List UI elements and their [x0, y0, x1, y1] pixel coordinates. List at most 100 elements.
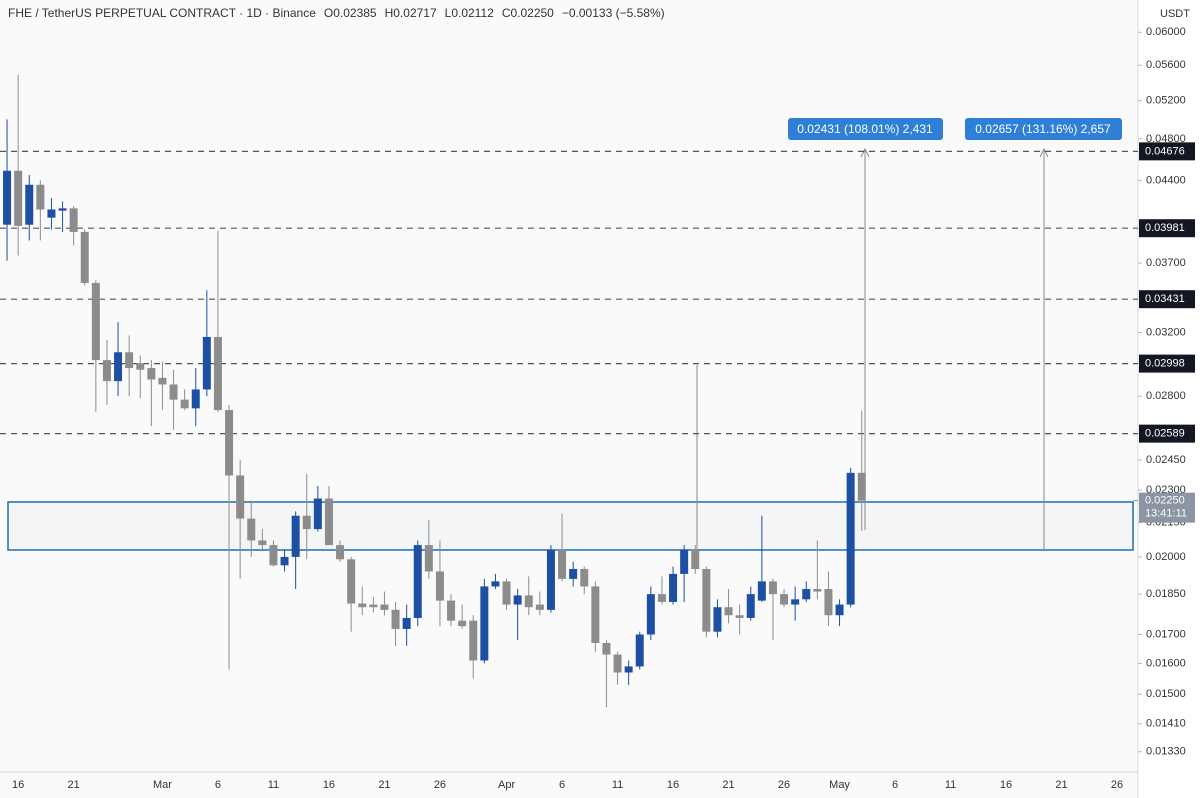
candle-body [735, 615, 744, 618]
candle-body [435, 571, 444, 601]
candle-body [646, 594, 655, 635]
candle-body [14, 170, 23, 226]
level-label: 0.02589 [1145, 428, 1185, 440]
level-label: 0.03431 [1145, 293, 1185, 305]
symbol-title: FHE / TetherUS PERPETUAL CONTRACT · 1D ·… [8, 6, 316, 20]
candle-body [324, 498, 333, 546]
candle-body [657, 594, 666, 602]
candle-body [402, 617, 411, 629]
x-tick-label: 26 [434, 779, 446, 791]
candle-body [824, 588, 833, 616]
ohlc-low: L0.02112 [444, 6, 494, 20]
x-tick-label: 21 [722, 779, 734, 791]
candle-body [746, 594, 755, 618]
candle-body [768, 581, 777, 595]
level-label-box [1139, 219, 1195, 238]
candle-body [291, 515, 300, 557]
candle-body [169, 384, 178, 400]
candle-body [713, 607, 722, 632]
candle-body [69, 208, 78, 232]
x-tick-label: 16 [1000, 779, 1012, 791]
arrow-head [1039, 147, 1049, 158]
candle-body [358, 603, 367, 608]
candle-body [191, 389, 200, 409]
y-tick-label: 0.01600 [1146, 657, 1186, 669]
axis-unit: USDT [1160, 8, 1190, 20]
candle-body [602, 643, 611, 655]
y-tick-label: 0.05600 [1146, 59, 1186, 71]
candle-body [336, 545, 345, 560]
candle-body [280, 556, 289, 566]
candle-body [47, 209, 56, 218]
arrow-head [860, 147, 870, 158]
candle-body [413, 545, 422, 618]
header: FHE / TetherUS PERPETUAL CONTRACT · 1D ·… [8, 6, 665, 20]
x-tick-label: 21 [68, 779, 80, 791]
candle-body [247, 518, 256, 541]
y-tick-label: 0.01850 [1146, 588, 1186, 600]
y-tick-label: 0.04400 [1146, 174, 1186, 186]
candle-body [835, 604, 844, 616]
annotation: 0.02657 (131.16%) 2,657 [975, 122, 1111, 136]
candle-body [236, 475, 245, 519]
candle-body [791, 599, 800, 605]
candle-body [213, 336, 222, 411]
x-tick-label: 16 [667, 779, 679, 791]
x-tick-label: 16 [12, 779, 24, 791]
candle-body [546, 549, 555, 610]
candle-body [447, 600, 456, 621]
measure-lines [696, 147, 1049, 550]
countdown: 13:41:11 [1145, 508, 1187, 520]
candle-body [125, 352, 134, 369]
candle-body [391, 609, 400, 629]
candle-body [846, 472, 855, 605]
candle-body [180, 399, 189, 409]
y-tick-label: 0.01700 [1146, 628, 1186, 640]
y-tick-label: 0.02000 [1146, 551, 1186, 563]
candle-body [136, 363, 145, 370]
candle-body [857, 472, 866, 501]
candle-body [524, 595, 533, 608]
candle-body [158, 377, 167, 385]
y-tick-label: 0.06000 [1146, 26, 1186, 38]
last-price-box [1139, 492, 1195, 523]
candle-body [114, 352, 123, 382]
candle-body [535, 604, 544, 610]
candle-body [147, 368, 156, 380]
candle-body [813, 588, 822, 592]
x-tick-label: 11 [612, 779, 623, 791]
candle-body [313, 498, 322, 530]
candle-body [513, 595, 522, 605]
x-tick-label: 26 [778, 779, 790, 791]
candle-body [469, 620, 478, 661]
ohlc-high: H0.02717 [384, 6, 437, 20]
level-label: 0.03981 [1145, 222, 1185, 234]
candle-body [780, 594, 789, 605]
candle-body [424, 545, 433, 572]
x-tick-label: 11 [268, 779, 279, 791]
candle-body [58, 208, 67, 211]
candle-body [569, 568, 578, 579]
level-label: 0.04676 [1145, 145, 1185, 157]
x-tick-label: 6 [892, 779, 898, 791]
x-tick-label: May [829, 779, 850, 791]
ohlc-close: C0.02250 [501, 6, 554, 20]
y-tick-label: 0.02800 [1146, 390, 1186, 402]
price-axis-bg [1138, 0, 1200, 798]
candle-body [302, 515, 311, 530]
candle-body [202, 336, 211, 390]
candle-body [25, 184, 34, 225]
x-tick-label: 16 [323, 779, 335, 791]
annotation-box [788, 118, 943, 140]
candle-body [369, 604, 378, 608]
level-label: 0.02998 [1145, 358, 1185, 370]
change: −0.00133 (−5.58%) [561, 6, 665, 20]
y-tick-label: 0.03200 [1146, 326, 1186, 338]
ohlc-open: O0.02385 [323, 6, 377, 20]
level-label-box [1139, 142, 1195, 161]
candle-body [558, 549, 567, 579]
candle-body [269, 545, 278, 566]
candle-body [3, 170, 12, 225]
y-tick-label: 0.04800 [1146, 133, 1186, 145]
